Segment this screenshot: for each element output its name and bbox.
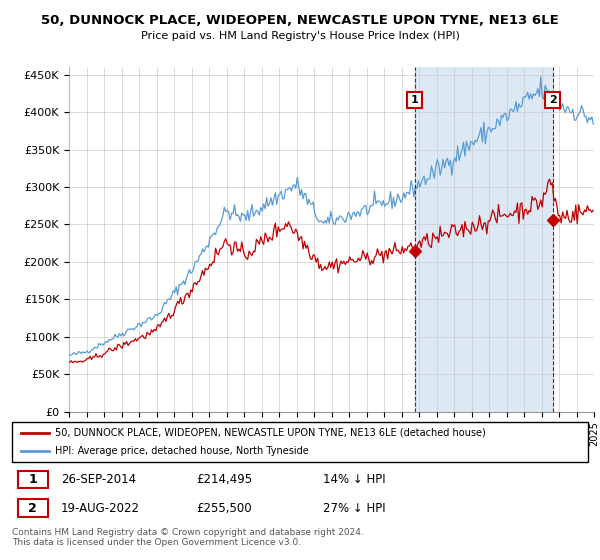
Bar — [18, 500, 48, 517]
Text: 26-SEP-2014: 26-SEP-2014 — [61, 473, 136, 486]
Text: HPI: Average price, detached house, North Tyneside: HPI: Average price, detached house, Nort… — [55, 446, 309, 456]
Text: 50, DUNNOCK PLACE, WIDEOPEN, NEWCASTLE UPON TYNE, NE13 6LE: 50, DUNNOCK PLACE, WIDEOPEN, NEWCASTLE U… — [41, 14, 559, 27]
Text: 1: 1 — [411, 95, 419, 105]
Text: 1: 1 — [28, 473, 37, 486]
Text: 2: 2 — [28, 502, 37, 515]
Text: £255,500: £255,500 — [196, 502, 252, 515]
Text: Price paid vs. HM Land Registry's House Price Index (HPI): Price paid vs. HM Land Registry's House … — [140, 31, 460, 41]
Bar — [415, 67, 553, 412]
Text: £214,495: £214,495 — [196, 473, 253, 486]
Text: 2: 2 — [548, 95, 556, 105]
Text: 27% ↓ HPI: 27% ↓ HPI — [323, 502, 386, 515]
Bar — [18, 470, 48, 488]
Text: 14% ↓ HPI: 14% ↓ HPI — [323, 473, 386, 486]
Text: 50, DUNNOCK PLACE, WIDEOPEN, NEWCASTLE UPON TYNE, NE13 6LE (detached house): 50, DUNNOCK PLACE, WIDEOPEN, NEWCASTLE U… — [55, 428, 486, 437]
Text: Contains HM Land Registry data © Crown copyright and database right 2024.
This d: Contains HM Land Registry data © Crown c… — [12, 528, 364, 547]
Text: 19-AUG-2022: 19-AUG-2022 — [61, 502, 140, 515]
